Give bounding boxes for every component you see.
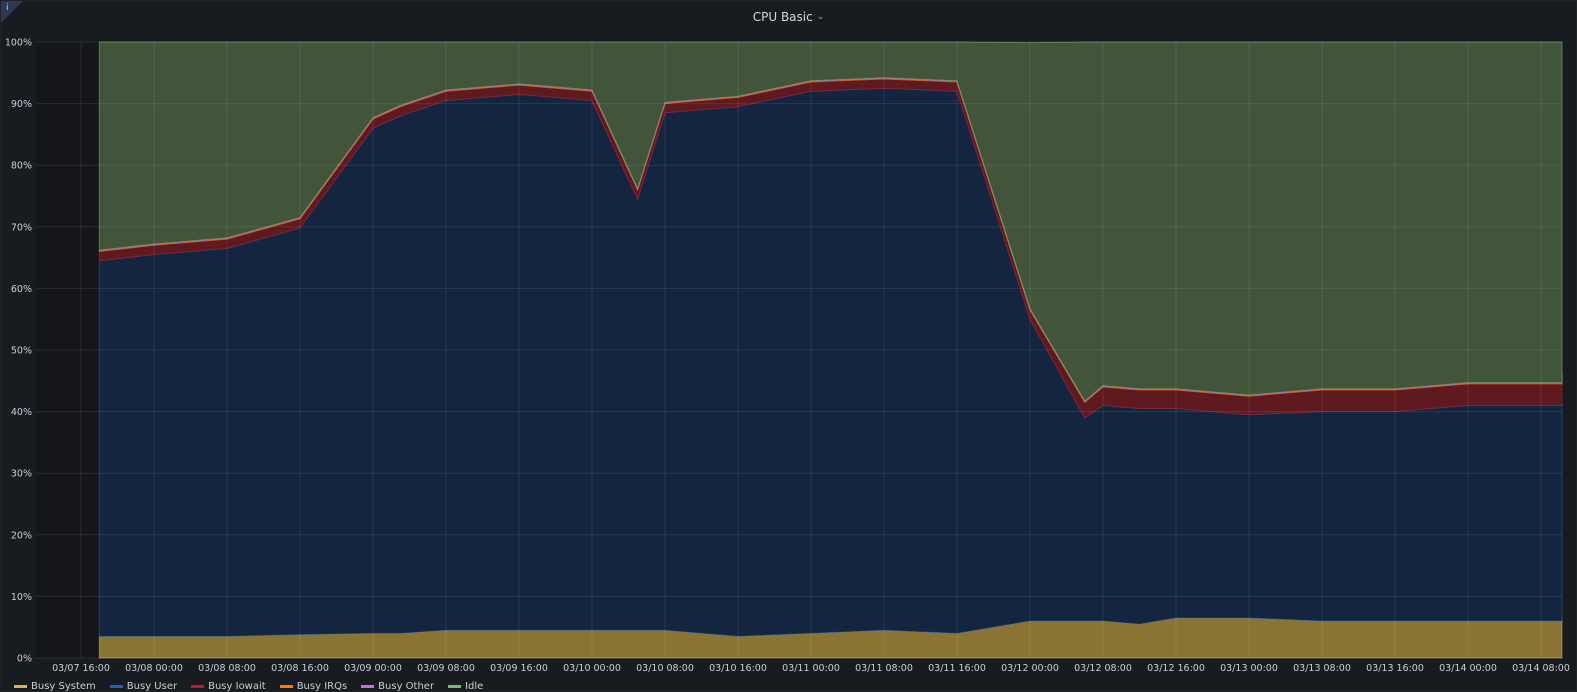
legend-swatch xyxy=(109,684,123,688)
legend-label: Busy System xyxy=(31,680,96,692)
x-tick-label: 03/14 00:00 xyxy=(1439,663,1497,674)
info-corner-triangle xyxy=(1,1,23,23)
y-tick-label: 90% xyxy=(11,99,32,110)
panel-header[interactable]: CPU Basic ⌄ xyxy=(1,1,1576,33)
legend-label: Busy User xyxy=(126,680,178,692)
y-tick-label: 60% xyxy=(11,284,32,295)
info-letter: i xyxy=(6,3,9,13)
x-tick-label: 03/10 00:00 xyxy=(563,663,621,674)
legend-item-idle[interactable]: Idle xyxy=(448,680,483,692)
chevron-down-icon[interactable]: ⌄ xyxy=(816,12,825,22)
y-tick-label: 30% xyxy=(11,469,32,480)
x-tick-label: 03/07 16:00 xyxy=(52,663,110,674)
y-tick-label: 50% xyxy=(11,346,32,357)
legend-label: Busy Iowait xyxy=(208,680,266,692)
x-tick-label: 03/13 16:00 xyxy=(1366,663,1424,674)
y-tick-label: 80% xyxy=(11,161,32,172)
legend-item-busy-irqs[interactable]: Busy IRQs xyxy=(279,680,348,692)
x-tick-label: 03/08 16:00 xyxy=(271,663,329,674)
x-tick-label: 03/11 08:00 xyxy=(855,663,913,674)
legend-label: Idle xyxy=(465,680,484,692)
y-tick-label: 20% xyxy=(11,530,32,541)
x-tick-label: 03/14 08:00 xyxy=(1512,663,1570,674)
legend-swatch xyxy=(191,684,205,688)
y-tick-label: 40% xyxy=(11,407,32,418)
legend-swatch xyxy=(14,684,27,688)
legend-item-busy-other[interactable]: Busy Other xyxy=(361,680,434,692)
legend-item-busy-system[interactable]: Busy System xyxy=(14,680,96,692)
x-tick-label: 03/13 00:00 xyxy=(1220,663,1278,674)
x-tick-label: 03/12 00:00 xyxy=(1001,663,1059,674)
x-tick-label: 03/10 16:00 xyxy=(709,663,767,674)
y-tick-label: 100% xyxy=(5,38,32,49)
x-tick-label: 03/09 16:00 xyxy=(490,663,548,674)
y-tick-label: 0% xyxy=(17,654,32,665)
x-tick-label: 03/11 16:00 xyxy=(928,663,986,674)
legend-item-busy-user[interactable]: Busy User xyxy=(109,680,178,692)
x-tick-label: 03/09 00:00 xyxy=(344,663,402,674)
x-tick-label: 03/08 08:00 xyxy=(198,663,256,674)
legend-swatch xyxy=(448,684,462,688)
y-tick-label: 70% xyxy=(11,222,32,233)
x-tick-label: 03/12 16:00 xyxy=(1147,663,1205,674)
legend-item-busy-iowait[interactable]: Busy Iowait xyxy=(191,680,266,692)
series-area-idle xyxy=(98,41,1563,402)
chart-legend: Busy System Busy User Busy Iowait Busy IRQs… xyxy=(14,680,483,692)
legend-swatch xyxy=(361,684,375,688)
x-tick-label: 03/13 08:00 xyxy=(1293,663,1351,674)
legend-label: Busy IRQs xyxy=(296,680,348,692)
panel-title[interactable]: CPU Basic xyxy=(752,10,813,24)
x-tick-label: 03/11 00:00 xyxy=(782,663,840,674)
x-tick-label: 03/08 00:00 xyxy=(125,663,183,674)
y-tick-label: 10% xyxy=(11,592,32,603)
legend-swatch xyxy=(279,684,293,688)
panel-info-icon[interactable]: i xyxy=(1,1,23,23)
x-tick-label: 03/09 08:00 xyxy=(417,663,475,674)
x-tick-label: 03/12 08:00 xyxy=(1074,663,1132,674)
x-tick-label: 03/10 08:00 xyxy=(636,663,694,674)
legend-label: Busy Other xyxy=(378,680,435,692)
